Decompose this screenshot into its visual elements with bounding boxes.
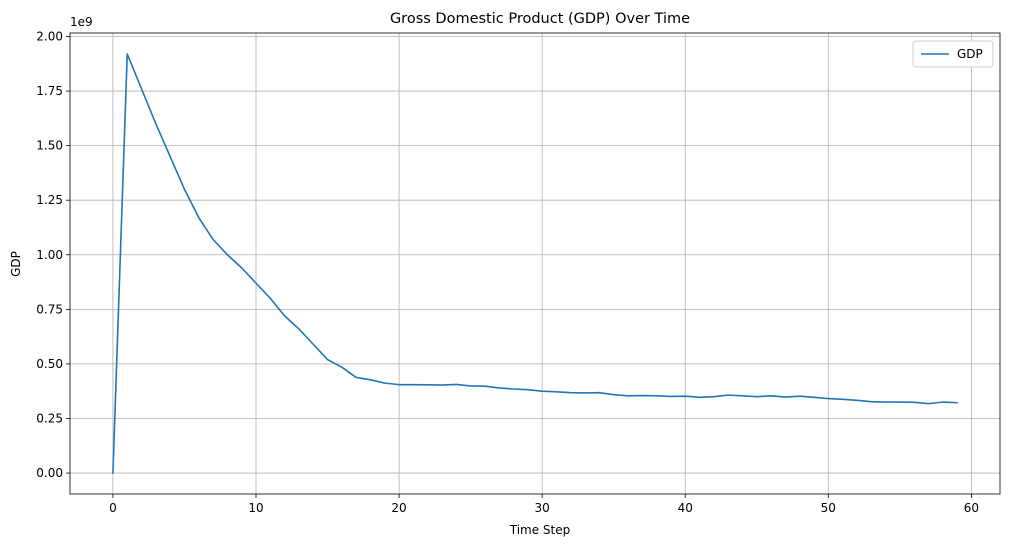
x-tick-label: 10 — [248, 501, 263, 515]
x-tick-label: 20 — [391, 501, 406, 515]
legend-label-gdp: GDP — [957, 47, 983, 61]
x-tick-label: 60 — [964, 501, 979, 515]
y-tick-label: 0.00 — [36, 466, 63, 480]
y-scale-factor-label: 1e9 — [70, 15, 93, 29]
grid-layer — [70, 33, 1000, 494]
series-line-gdp — [112, 53, 958, 474]
y-tick-label: 1.25 — [36, 193, 63, 207]
x-tick-label: 0 — [109, 501, 117, 515]
y-tick-label: 1.00 — [36, 248, 63, 262]
y-tick-label: 0.25 — [36, 411, 63, 425]
y-tick-label: 1.75 — [36, 84, 63, 98]
y-tick-label: 1.50 — [36, 139, 63, 153]
series-layer — [112, 53, 958, 474]
y-axis-label: GDP — [9, 251, 23, 277]
y-tick-label: 2.00 — [36, 29, 63, 43]
x-tick-label: 30 — [535, 501, 550, 515]
x-tick-label: 50 — [821, 501, 836, 515]
y-tick-label: 0.50 — [36, 357, 63, 371]
legend: GDP — [912, 40, 994, 68]
chart-title: Gross Domestic Product (GDP) Over Time — [390, 11, 690, 27]
plot-frame — [69, 32, 1001, 495]
axes-layer: 0 10 20 30 40 50 60 0.00 0.25 0.50 0.75 1.00 1.25 1.5… — [36, 29, 1001, 515]
x-tick-label: 40 — [678, 501, 693, 515]
x-axis-label: Time Step — [509, 523, 571, 537]
y-tick-label: 0.75 — [36, 302, 63, 316]
legend-frame — [912, 40, 994, 68]
